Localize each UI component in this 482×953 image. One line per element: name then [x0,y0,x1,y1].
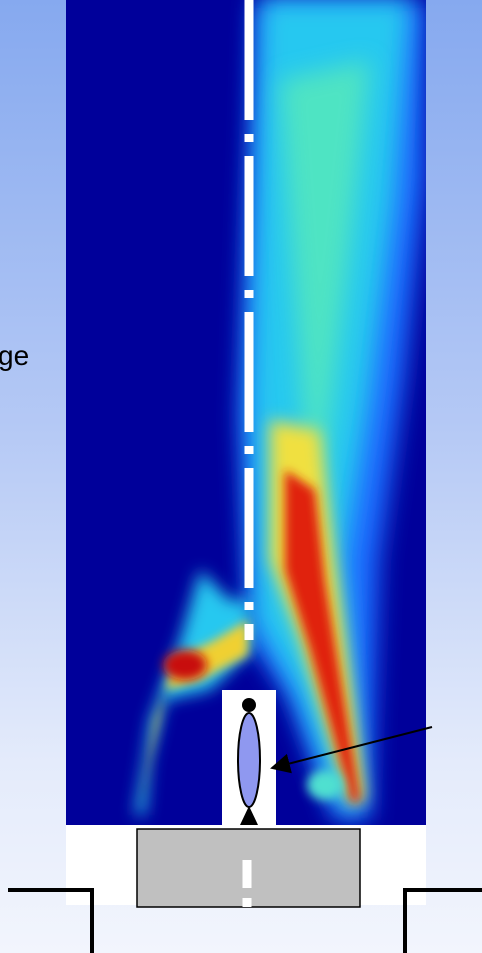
slide: ge [0,0,482,953]
label-fragment: ge [0,340,29,371]
injector-dot [242,698,256,712]
injector-ellipse [238,713,260,807]
figure: ge [0,0,482,953]
